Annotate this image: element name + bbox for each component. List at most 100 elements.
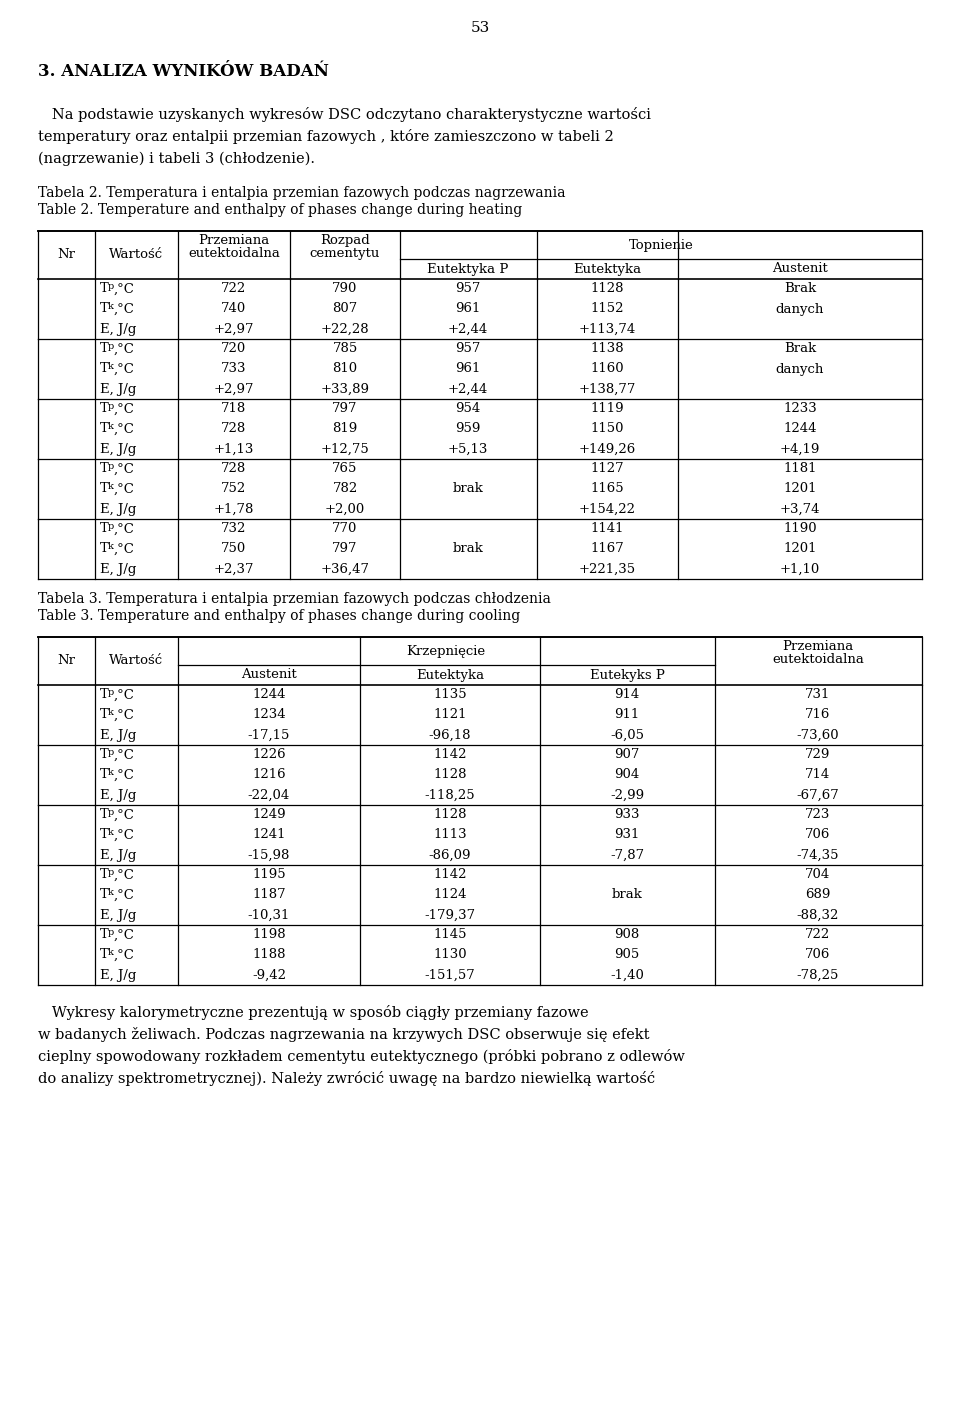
Text: 933: 933 — [614, 809, 639, 821]
Text: 770: 770 — [332, 523, 358, 535]
Text: E, J/g: E, J/g — [100, 909, 136, 921]
Text: k: k — [108, 888, 114, 898]
Text: ,°C: ,°C — [114, 423, 134, 435]
Text: T: T — [100, 282, 108, 296]
Text: -6,05: -6,05 — [610, 728, 644, 741]
Text: Eutektyka P: Eutektyka P — [427, 262, 509, 276]
Text: -86,09: -86,09 — [429, 848, 471, 861]
Text: +1,13: +1,13 — [214, 442, 254, 455]
Text: T: T — [100, 868, 108, 882]
Text: E, J/g: E, J/g — [100, 562, 136, 575]
Text: -118,25: -118,25 — [424, 789, 475, 802]
Text: p: p — [108, 521, 114, 531]
Text: ,°C: ,°C — [114, 809, 134, 821]
Text: p: p — [108, 868, 114, 876]
Text: T: T — [100, 542, 108, 555]
Text: 733: 733 — [221, 362, 247, 376]
Text: p: p — [108, 342, 114, 351]
Text: ,°C: ,°C — [114, 303, 134, 316]
Text: 1150: 1150 — [590, 423, 624, 435]
Text: Krzepnięcie: Krzepnięcie — [406, 644, 486, 658]
Text: 689: 689 — [805, 889, 830, 902]
Text: +4,19: +4,19 — [780, 442, 820, 455]
Text: +36,47: +36,47 — [321, 562, 370, 575]
Text: 810: 810 — [332, 362, 357, 376]
Text: 1167: 1167 — [590, 542, 624, 555]
Text: ,°C: ,°C — [114, 542, 134, 555]
Text: 1142: 1142 — [433, 868, 467, 882]
Text: Eutektyka: Eutektyka — [416, 668, 484, 682]
Text: +138,77: +138,77 — [578, 382, 636, 396]
Text: +3,74: +3,74 — [780, 503, 820, 516]
Text: brak: brak — [452, 542, 484, 555]
Text: +221,35: +221,35 — [579, 562, 636, 575]
Text: 1127: 1127 — [590, 462, 624, 475]
Text: 797: 797 — [332, 403, 358, 416]
Text: danych: danych — [776, 362, 825, 376]
Text: 1216: 1216 — [252, 768, 286, 782]
Text: p: p — [108, 462, 114, 471]
Text: 722: 722 — [222, 282, 247, 296]
Text: +2,97: +2,97 — [214, 382, 254, 396]
Text: -17,15: -17,15 — [248, 728, 290, 741]
Text: 1188: 1188 — [252, 948, 286, 961]
Text: +2,44: +2,44 — [448, 382, 488, 396]
Text: +149,26: +149,26 — [578, 442, 636, 455]
Text: 1190: 1190 — [783, 523, 817, 535]
Text: 1201: 1201 — [783, 482, 817, 496]
Text: 1128: 1128 — [590, 282, 624, 296]
Text: w badanych želiwach. Podczas nagrzewania na krzywych DSC obserwuje się efekt: w badanych želiwach. Podczas nagrzewania… — [38, 1027, 650, 1043]
Text: +2,00: +2,00 — [324, 503, 365, 516]
Text: 1233: 1233 — [783, 403, 817, 416]
Text: 1130: 1130 — [433, 948, 467, 961]
Text: p: p — [108, 807, 114, 817]
Text: 718: 718 — [222, 403, 247, 416]
Text: ,°C: ,°C — [114, 342, 134, 355]
Text: 1119: 1119 — [590, 403, 624, 416]
Text: (nagrzewanie) i tabeli 3 (chłodzenie).: (nagrzewanie) i tabeli 3 (chłodzenie). — [38, 152, 315, 166]
Text: 1165: 1165 — [590, 482, 624, 496]
Text: T: T — [100, 748, 108, 761]
Text: 1241: 1241 — [252, 828, 286, 841]
Text: -88,32: -88,32 — [797, 909, 839, 921]
Text: p: p — [108, 688, 114, 697]
Text: T: T — [100, 462, 108, 475]
Text: +154,22: +154,22 — [579, 503, 636, 516]
Text: -10,31: -10,31 — [248, 909, 290, 921]
Text: 714: 714 — [805, 768, 830, 782]
Text: ,°C: ,°C — [114, 929, 134, 941]
Text: ,°C: ,°C — [114, 462, 134, 475]
Text: +33,89: +33,89 — [321, 382, 370, 396]
Text: 732: 732 — [222, 523, 247, 535]
Text: k: k — [108, 707, 114, 717]
Text: 1128: 1128 — [433, 809, 467, 821]
Text: 1135: 1135 — [433, 689, 467, 702]
Text: -9,42: -9,42 — [252, 968, 286, 982]
Text: +2,37: +2,37 — [214, 562, 254, 575]
Text: brak: brak — [612, 889, 642, 902]
Text: T: T — [100, 828, 108, 841]
Text: 1198: 1198 — [252, 929, 286, 941]
Text: -151,57: -151,57 — [424, 968, 475, 982]
Text: +12,75: +12,75 — [321, 442, 370, 455]
Text: Przemiana: Przemiana — [199, 234, 270, 248]
Text: 959: 959 — [455, 423, 481, 435]
Text: Nr: Nr — [57, 248, 75, 262]
Text: 706: 706 — [805, 828, 830, 841]
Text: 53: 53 — [470, 21, 490, 35]
Text: 723: 723 — [805, 809, 830, 821]
Text: p: p — [108, 748, 114, 757]
Text: T: T — [100, 709, 108, 721]
Text: ,°C: ,°C — [114, 282, 134, 296]
Text: 954: 954 — [455, 403, 481, 416]
Text: T: T — [100, 303, 108, 316]
Text: 3. ANALIZA WYNIKÓW BADAŃ: 3. ANALIZA WYNIKÓW BADAŃ — [38, 63, 329, 80]
Text: +22,28: +22,28 — [321, 323, 370, 335]
Text: ,°C: ,°C — [114, 709, 134, 721]
Text: 1128: 1128 — [433, 768, 467, 782]
Text: E, J/g: E, J/g — [100, 968, 136, 982]
Text: do analizy spektrometrycznej). Należy zwrócić uwagę na bardzo niewielką wartość: do analizy spektrometrycznej). Należy zw… — [38, 1071, 655, 1086]
Text: 904: 904 — [614, 768, 639, 782]
Text: k: k — [108, 362, 114, 371]
Text: 1249: 1249 — [252, 809, 286, 821]
